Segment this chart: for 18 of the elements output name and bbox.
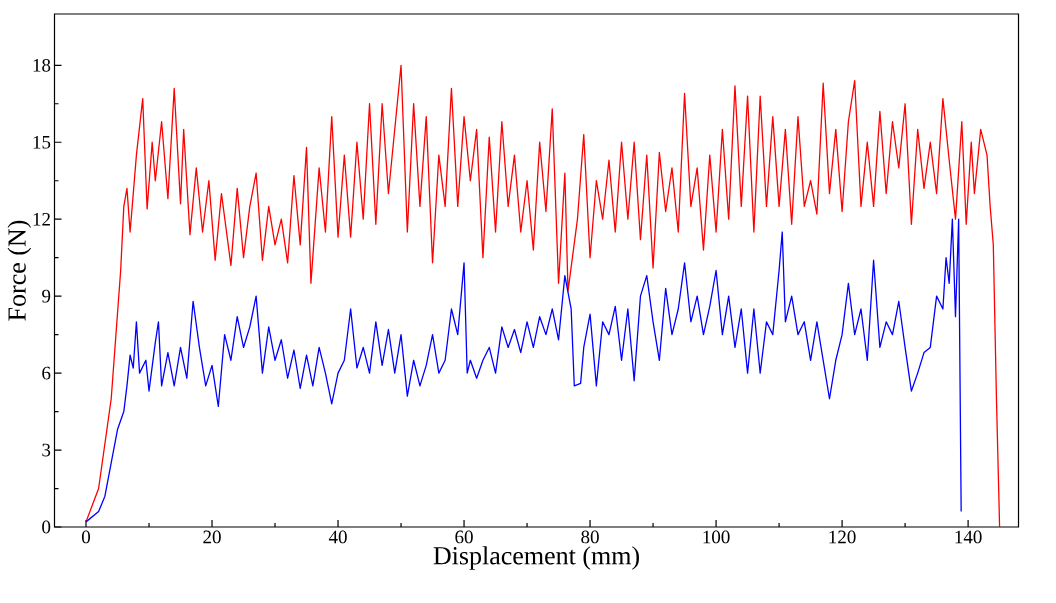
y-tick-label: 18 (33, 58, 51, 72)
x-tick-label: 80 (581, 530, 599, 544)
y-tick-label: 3 (42, 443, 51, 457)
x-tick-label: 60 (455, 530, 473, 544)
y-tick-label: 15 (33, 135, 51, 149)
x-tick-label: 120 (829, 530, 856, 544)
x-axis-title: Displacement (mm) (433, 546, 639, 570)
y-axis-title: Force (N) (7, 220, 32, 321)
y-tick-label: 6 (42, 366, 51, 380)
x-tick-label: 20 (203, 530, 221, 544)
line-series (85, 218, 962, 523)
x-tick-label: 100 (703, 530, 730, 544)
x-tick-label: 140 (955, 530, 982, 544)
x-tick-label: 0 (81, 530, 91, 544)
y-tick-label: 0 (42, 520, 51, 534)
y-tick-label: 9 (42, 289, 51, 303)
x-tick-label: 40 (328, 530, 347, 544)
y-tick-label: 12 (33, 212, 50, 226)
